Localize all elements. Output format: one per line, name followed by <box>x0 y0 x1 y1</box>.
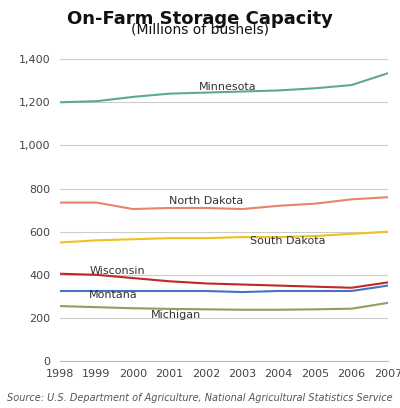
Text: Source: U.S. Department of Agriculture, National Agricultural Statistics Service: Source: U.S. Department of Agriculture, … <box>7 393 393 403</box>
Text: Wisconsin: Wisconsin <box>89 266 145 276</box>
Text: Montana: Montana <box>89 290 138 299</box>
Text: Michigan: Michigan <box>151 310 201 320</box>
Text: Minnesota: Minnesota <box>198 82 256 92</box>
Text: North Dakota: North Dakota <box>169 196 244 206</box>
Text: (Millions of bushels): (Millions of bushels) <box>131 22 269 36</box>
Text: South Dakota: South Dakota <box>250 236 325 246</box>
Text: On-Farm Storage Capacity: On-Farm Storage Capacity <box>67 10 333 28</box>
